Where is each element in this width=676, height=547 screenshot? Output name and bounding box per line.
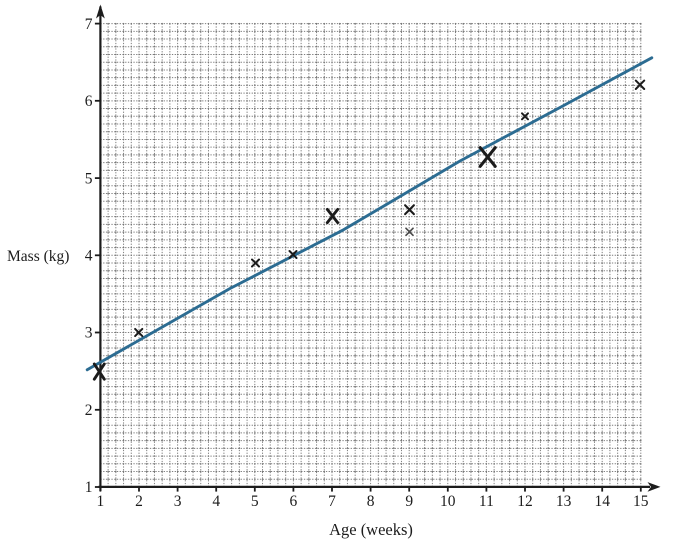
svg-text:4: 4 xyxy=(212,493,220,510)
svg-text:7: 7 xyxy=(328,493,336,510)
svg-text:Mass (kg): Mass (kg) xyxy=(7,248,69,265)
svg-text:11: 11 xyxy=(479,493,494,510)
svg-text:9: 9 xyxy=(405,493,413,510)
svg-text:2: 2 xyxy=(85,402,93,419)
svg-text:8: 8 xyxy=(367,493,375,510)
svg-text:15: 15 xyxy=(633,493,649,510)
svg-text:4: 4 xyxy=(85,248,93,265)
svg-text:13: 13 xyxy=(556,493,572,510)
svg-text:7: 7 xyxy=(85,16,93,33)
svg-text:6: 6 xyxy=(290,493,298,510)
svg-text:3: 3 xyxy=(85,325,93,342)
svg-text:6: 6 xyxy=(85,93,93,110)
svg-text:5: 5 xyxy=(251,493,259,510)
svg-text:1: 1 xyxy=(85,479,93,496)
svg-text:1: 1 xyxy=(97,493,105,510)
svg-text:2: 2 xyxy=(135,493,143,510)
svg-text:14: 14 xyxy=(594,493,610,510)
svg-text:Age (weeks): Age (weeks) xyxy=(329,520,413,539)
svg-text:12: 12 xyxy=(517,493,533,510)
svg-text:10: 10 xyxy=(440,493,456,510)
svg-text:5: 5 xyxy=(85,170,93,187)
svg-text:3: 3 xyxy=(174,493,182,510)
